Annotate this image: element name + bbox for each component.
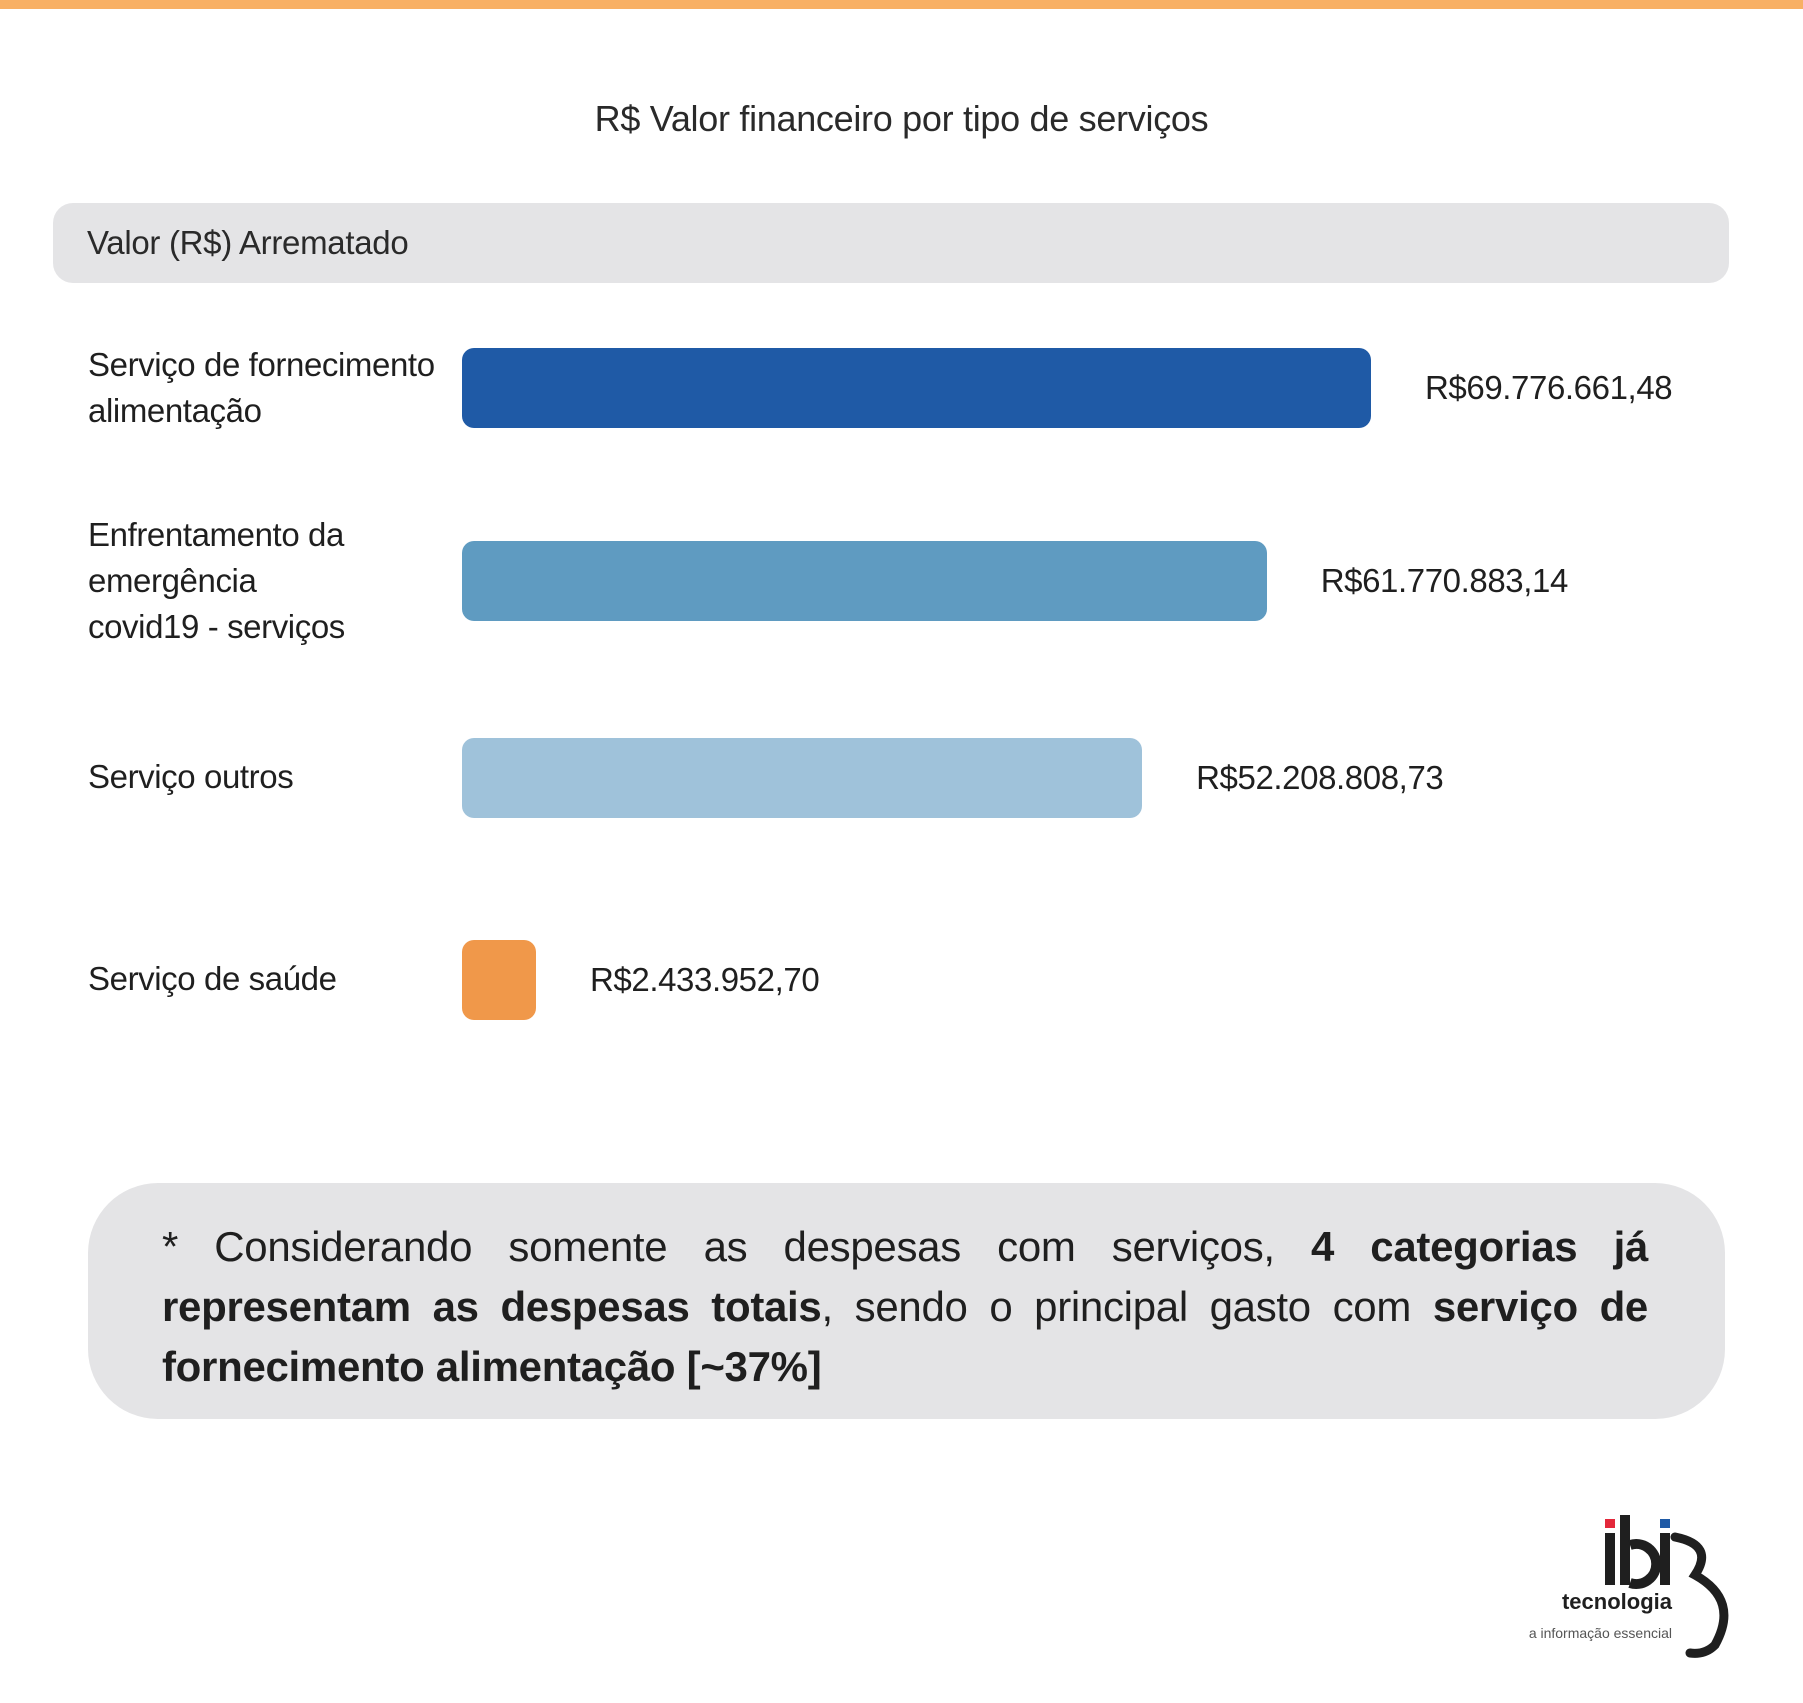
- top-accent-strip: [0, 0, 1803, 9]
- ibi-logo: tecnologia a informação essencial: [1529, 1515, 1729, 1658]
- value-label: R$52.208.808,73: [1196, 759, 1444, 796]
- value-label: R$61.770.883,14: [1320, 562, 1569, 599]
- series-header-label: Valor (R$) Arrematado: [87, 224, 409, 261]
- series-header-band: Valor (R$) Arrematado: [53, 203, 1729, 283]
- category-label: Serviço de saúde: [88, 960, 337, 997]
- note-emphasis: 4 categorias já representam as despesas …: [162, 1223, 1649, 1330]
- logo-tagline: a informação essencial: [1529, 1625, 1672, 1641]
- note-segment: , sendo o principal gasto com: [821, 1283, 1433, 1330]
- bar: [462, 541, 1267, 621]
- bar: [462, 940, 536, 1020]
- logo-name: tecnologia: [1562, 1589, 1673, 1614]
- note-segment: * Considerando somente as despesas com s…: [162, 1223, 1311, 1270]
- summary-note-box: * Considerando somente as despesas com s…: [88, 1183, 1725, 1419]
- chart-title: R$ Valor financeiro por tipo de serviços: [594, 98, 1209, 139]
- value-label: R$69.776.661,48: [1425, 369, 1673, 406]
- bar: [462, 738, 1143, 818]
- category-label: Serviço outros: [88, 758, 294, 795]
- category-label: Enfrentamento da emergência covid19 - se…: [88, 516, 345, 645]
- bar: [462, 348, 1371, 428]
- summary-note-text: * Considerando somente as despesas com s…: [162, 1217, 1648, 1397]
- note-emphasis: serviço de fornecimento alimentação [~37…: [162, 1283, 1648, 1390]
- value-label: R$2.433.952,70: [590, 961, 820, 998]
- category-label: Serviço de fornecimento alimentação: [88, 346, 435, 429]
